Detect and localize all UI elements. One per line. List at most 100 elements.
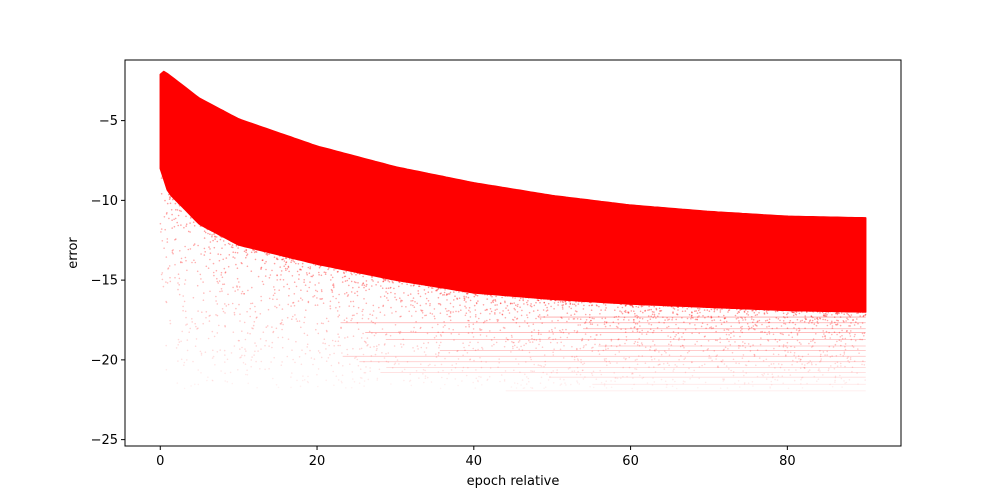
data-point — [637, 306, 640, 309]
data-point — [816, 310, 818, 313]
data-point — [619, 344, 621, 346]
data-point — [722, 380, 724, 382]
data-point — [515, 358, 517, 360]
data-point — [649, 318, 652, 321]
data-point — [304, 352, 307, 355]
data-point — [739, 307, 741, 310]
data-point — [743, 311, 746, 313]
data-point — [435, 341, 438, 344]
data-point — [337, 315, 340, 318]
data-point — [479, 334, 482, 336]
data-point — [275, 306, 278, 309]
data-point — [863, 332, 866, 335]
data-point — [427, 291, 430, 294]
data-point — [671, 319, 673, 321]
data-point — [741, 357, 744, 360]
data-point — [744, 319, 747, 321]
data-point — [489, 313, 491, 315]
data-point — [672, 378, 674, 381]
data-point — [614, 353, 617, 356]
data-point — [284, 267, 287, 270]
data-point — [634, 340, 637, 343]
data-point — [770, 363, 773, 365]
data-point — [475, 369, 477, 371]
data-point — [234, 251, 237, 254]
data-point — [752, 325, 755, 327]
data-point — [829, 383, 831, 386]
data-point — [810, 362, 813, 364]
data-point — [557, 319, 559, 322]
data-point — [682, 345, 684, 347]
data-point — [227, 265, 230, 268]
data-point — [484, 293, 486, 296]
data-point — [786, 316, 789, 319]
data-point — [467, 319, 469, 322]
data-point — [658, 359, 660, 361]
data-point — [272, 377, 274, 380]
data-point — [309, 266, 312, 268]
data-point — [724, 317, 727, 319]
data-point — [160, 228, 163, 230]
data-point — [472, 328, 475, 330]
data-point — [795, 311, 798, 314]
data-point — [298, 356, 301, 358]
data-point — [790, 345, 792, 348]
data-point — [812, 339, 814, 342]
data-point — [271, 269, 273, 272]
data-point — [301, 262, 304, 265]
data-point — [172, 252, 174, 255]
data-point — [380, 285, 382, 287]
data-point — [215, 236, 218, 238]
data-point — [449, 311, 452, 313]
data-point — [196, 328, 198, 330]
data-point — [393, 287, 395, 290]
data-point — [168, 217, 170, 220]
data-point — [448, 372, 450, 375]
data-point — [858, 352, 860, 355]
data-point — [325, 360, 328, 363]
data-point — [626, 375, 628, 378]
data-point — [468, 307, 471, 309]
data-point — [836, 323, 839, 325]
data-point — [372, 310, 375, 312]
data-point — [768, 321, 771, 324]
data-point — [354, 357, 356, 359]
data-point — [416, 302, 419, 305]
data-point — [268, 345, 270, 347]
data-point — [857, 383, 859, 385]
data-point — [575, 355, 578, 358]
data-point — [844, 345, 846, 348]
data-point — [697, 309, 700, 312]
data-point — [565, 384, 567, 386]
data-point — [474, 349, 477, 352]
data-point — [444, 289, 446, 291]
data-point — [165, 301, 168, 304]
data-point — [449, 312, 452, 314]
data-point — [829, 310, 831, 313]
data-point — [401, 299, 403, 302]
data-point — [518, 299, 521, 302]
data-point — [696, 340, 698, 343]
data-point — [701, 322, 704, 325]
data-point — [425, 354, 427, 356]
data-point — [241, 330, 243, 333]
data-point — [367, 343, 369, 346]
data-point — [600, 301, 602, 304]
data-point — [675, 323, 677, 326]
data-point — [439, 387, 442, 390]
data-point — [572, 303, 574, 306]
data-point — [378, 306, 380, 309]
data-point — [584, 333, 587, 335]
data-point — [253, 354, 255, 356]
data-point — [822, 314, 825, 317]
data-point — [862, 314, 865, 317]
data-point — [281, 336, 284, 339]
data-point — [399, 315, 401, 318]
data-point — [757, 320, 759, 323]
data-point — [725, 307, 728, 310]
data-point — [510, 334, 513, 337]
data-point — [808, 310, 811, 312]
data-point — [811, 363, 813, 366]
data-point — [812, 345, 814, 347]
data-point — [583, 345, 585, 347]
